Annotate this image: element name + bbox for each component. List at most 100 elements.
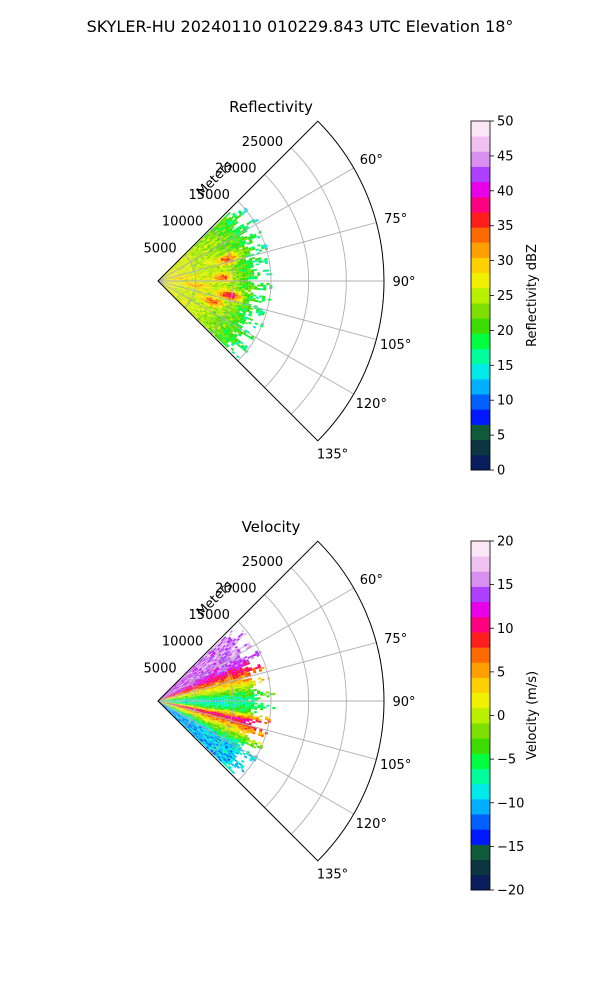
radar-cell: [171, 692, 175, 695]
radar-cell: [244, 329, 248, 333]
radar-cell: [205, 290, 209, 292]
radar-cell: [236, 273, 240, 276]
radar-cell: [215, 246, 219, 249]
radar-cell: [226, 235, 230, 238]
radar-cell: [179, 257, 183, 261]
radar-cell: [203, 698, 207, 700]
radar-cell: [184, 703, 188, 705]
radar-cell: [184, 679, 188, 682]
radar-cell: [249, 262, 253, 265]
radar-cell: [223, 256, 227, 259]
radar-cell: [217, 274, 222, 276]
radar-cell: [237, 344, 242, 348]
radar-cell: [168, 286, 172, 288]
radar-cell: [235, 272, 240, 275]
radar-cell: [172, 283, 176, 285]
radar-cell: [243, 315, 248, 319]
radar-cell: [190, 275, 194, 277]
radar-cell: [166, 278, 170, 280]
radar-cell: [181, 686, 185, 689]
radar-cell: [199, 310, 203, 313]
radar-cell: [180, 678, 183, 681]
radar-cell: [193, 246, 197, 250]
radar-cell: [182, 256, 186, 260]
radar-cell: [162, 284, 166, 287]
radar-cell: [179, 297, 183, 300]
radar-cell: [185, 719, 189, 722]
radar-cell: [162, 695, 166, 698]
radar-cell: [203, 262, 207, 265]
radar-cell: [200, 251, 205, 254]
radar-cell: [165, 705, 169, 708]
radar-cell: [221, 703, 225, 705]
radar-cell: [235, 287, 240, 290]
radar-cell: [169, 282, 173, 283]
radar-cell: [178, 695, 182, 697]
radar-cell: [178, 286, 182, 289]
radar-cell: [171, 712, 175, 715]
radar-cell: [224, 308, 228, 311]
radar-cell: [248, 246, 253, 250]
radar-cell: [185, 266, 189, 269]
radar-cell: [163, 279, 167, 281]
radar-cell: [191, 306, 195, 309]
radar-cell: [257, 272, 261, 275]
radar-cell: [168, 274, 172, 276]
radar-cell: [219, 225, 223, 229]
radar-cell: [191, 702, 195, 703]
radar-cell: [235, 289, 239, 291]
radar-cell: [183, 691, 187, 693]
radar-cell: [180, 289, 184, 292]
radar-cell: [192, 298, 196, 301]
radar-cell: [176, 689, 180, 692]
radar-cell: [220, 222, 224, 226]
radar-cell: [201, 237, 205, 240]
radar-cell: [191, 281, 195, 283]
radar-cell: [254, 275, 258, 278]
radar-cell: [187, 253, 191, 256]
radar-cell: [178, 277, 182, 279]
radar-cell: [200, 302, 204, 306]
radar-cell: [200, 308, 204, 311]
radar-cell: [227, 278, 231, 280]
radar-cell: [197, 294, 201, 296]
radar-cell: [229, 287, 234, 289]
radar-cell: [169, 697, 173, 699]
radar-cell: [212, 263, 216, 266]
radar-cell: [195, 310, 199, 313]
radar-cell: [253, 268, 257, 271]
colorbar-tick-label: 0: [497, 464, 505, 479]
radar-cell: [173, 264, 177, 268]
radar-cell: [207, 291, 212, 294]
radar-cell: [213, 256, 217, 259]
radar-cell: [226, 268, 230, 271]
radar-cell: [176, 290, 180, 293]
radar-cell: [206, 243, 210, 247]
radar-cell: [166, 282, 170, 283]
radar-cell: [236, 228, 240, 232]
radar-cell: [231, 332, 235, 336]
radar-cell: [186, 289, 190, 292]
radar-cell: [232, 254, 236, 257]
radar-cell: [219, 230, 224, 234]
radar-cell: [209, 242, 213, 246]
radar-cell: [224, 232, 228, 236]
radar-cell: [175, 297, 178, 300]
radar-cell: [172, 697, 176, 699]
radar-cell: [192, 254, 196, 257]
radar-cell: [217, 301, 221, 304]
radar-cell: [247, 268, 251, 271]
radar-cell: [198, 270, 203, 272]
radar-cell: [205, 232, 209, 236]
radar-cell: [179, 268, 183, 271]
radar-cell: [203, 282, 207, 284]
radar-cell: [178, 681, 182, 684]
radar-cell: [183, 296, 187, 299]
radar-cell: [169, 710, 172, 714]
radar-cell: [178, 287, 182, 289]
radar-cell: [250, 307, 254, 311]
radar-cell: [227, 237, 232, 241]
radar-cell: [173, 714, 177, 717]
radar-cell: [186, 690, 190, 693]
radar-cell: [249, 295, 254, 298]
